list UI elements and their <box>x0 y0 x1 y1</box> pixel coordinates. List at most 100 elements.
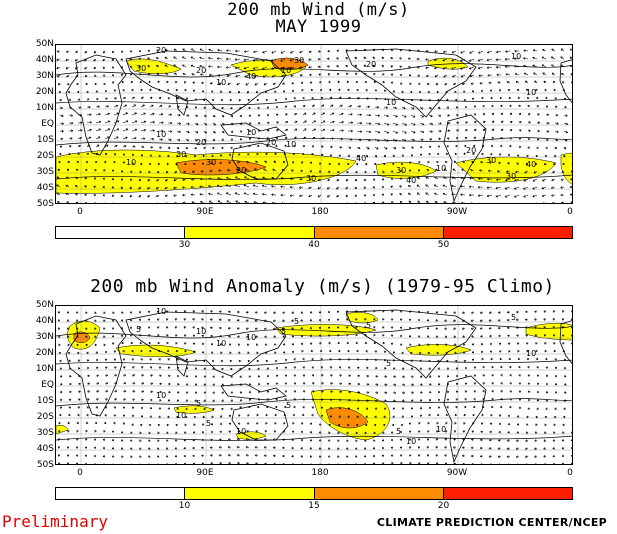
wind-arrow <box>451 58 457 62</box>
wind-arrow-head <box>247 351 250 354</box>
contour-label: 5 <box>206 419 211 428</box>
wind-arrow-head <box>182 186 185 189</box>
wind-arrow-head <box>435 335 439 338</box>
wind-arrow-head <box>166 423 170 427</box>
wind-arrow-head <box>303 382 306 385</box>
wind-arrow <box>572 424 573 426</box>
wind-arrow <box>271 185 277 188</box>
shaded-region <box>56 424 69 435</box>
wind-arrow-head <box>456 382 459 386</box>
wind-arrow <box>217 200 223 203</box>
shaded-region <box>125 58 182 74</box>
wind-arrow <box>392 130 398 134</box>
wind-arrow-head <box>273 430 277 433</box>
contour-label: 20 <box>236 166 246 175</box>
wind-arrow-head <box>355 72 358 75</box>
wind-arrow-head <box>265 90 268 93</box>
wind-arrow <box>491 202 492 203</box>
wind-arrow <box>281 74 286 77</box>
wind-arrow <box>122 202 123 203</box>
wind-arrow-head <box>337 326 340 329</box>
wind-arrow-head <box>85 168 88 172</box>
wind-arrow-head <box>354 64 357 67</box>
wind-arrow-head <box>564 374 567 378</box>
wind-arrow-head <box>227 446 231 449</box>
wind-arrow <box>167 130 172 132</box>
wind-arrow-head <box>473 105 476 108</box>
wind-arrow-head <box>488 202 489 203</box>
wind-arrow <box>401 122 407 126</box>
wind-arrow-head <box>248 367 251 371</box>
wind-arrow-head <box>444 83 447 86</box>
wind-arrow-head <box>470 319 474 322</box>
contour-label: 5 <box>281 327 286 336</box>
wind-arrow-head <box>345 186 348 190</box>
wind-arrow <box>290 194 295 197</box>
wind-arrow-head <box>243 184 246 187</box>
wind-arrow-head <box>212 138 216 142</box>
wind-arrow-head <box>516 439 519 442</box>
wind-arrow-head <box>129 311 133 314</box>
wind-arrow-head <box>507 463 509 464</box>
wind-arrow-head <box>331 112 335 115</box>
wind-arrow-head <box>165 447 169 450</box>
wind-arrow-head <box>98 113 101 116</box>
wind-arrow-head <box>452 168 455 171</box>
wind-arrow-head <box>445 90 448 94</box>
wind-arrow-head <box>273 311 276 314</box>
wind-arrow-head <box>257 137 260 140</box>
wind-arrow-head <box>524 170 527 174</box>
wind-arrow-head <box>105 97 108 101</box>
wind-arrow-head <box>338 415 341 418</box>
wind-arrow <box>262 58 268 62</box>
wind-arrow-head <box>208 192 211 196</box>
wind-arrow-head <box>500 104 503 108</box>
wind-arrow-head <box>509 112 513 115</box>
wind-arrow-head <box>262 176 265 179</box>
wind-arrow-head <box>291 319 294 322</box>
wind-arrow-head <box>157 463 159 464</box>
wind-arrow-head <box>107 136 110 139</box>
wind-arrow-head <box>75 454 79 458</box>
wind-arrow-head <box>464 382 468 386</box>
wind-arrow-head <box>451 193 454 196</box>
wind-arrow-head <box>177 382 180 386</box>
wind-arrow-head <box>67 91 71 94</box>
wind-arrow-head <box>276 121 279 124</box>
contour-label: 10 <box>511 52 521 61</box>
wind-arrow-head <box>310 463 312 464</box>
wind-arrow-head <box>210 81 213 85</box>
wind-arrow <box>199 193 205 196</box>
wind-arrow-head <box>61 137 64 141</box>
wind-arrow-head <box>498 334 501 338</box>
wind-arrow-head <box>560 178 564 181</box>
wind-arrow-head <box>132 414 135 418</box>
wind-arrow-head <box>311 153 314 156</box>
contour-label: 5 <box>511 313 516 322</box>
wind-arrow-head <box>258 382 261 386</box>
wind-arrow-head <box>58 421 61 425</box>
wind-arrow-head <box>473 382 476 385</box>
wind-arrow-head <box>228 161 231 164</box>
wind-arrow-head <box>443 168 447 171</box>
wind-arrow-head <box>526 350 529 353</box>
wind-arrow-head <box>408 49 411 52</box>
wind-arrow <box>254 82 259 86</box>
wind-arrow-head <box>514 72 517 76</box>
wind-arrow-head <box>442 67 446 70</box>
wind-arrow-head <box>112 342 115 345</box>
wind-arrow-head <box>399 326 403 330</box>
wind-arrow-head <box>524 447 528 450</box>
wind-arrow-head <box>428 375 432 378</box>
wind-arrow-head <box>390 431 394 434</box>
wind-arrow-head <box>58 160 61 164</box>
wind-arrow-head <box>192 89 196 93</box>
wind-arrow-head <box>442 58 445 62</box>
wind-arrow-head <box>152 121 155 124</box>
wind-arrow-head <box>327 49 330 53</box>
wind-arrow-head <box>66 462 70 464</box>
wind-arrow-head <box>148 463 150 464</box>
wind-arrow-head <box>300 446 303 450</box>
wind-arrow <box>551 178 556 181</box>
wind-arrow-head <box>120 430 124 434</box>
